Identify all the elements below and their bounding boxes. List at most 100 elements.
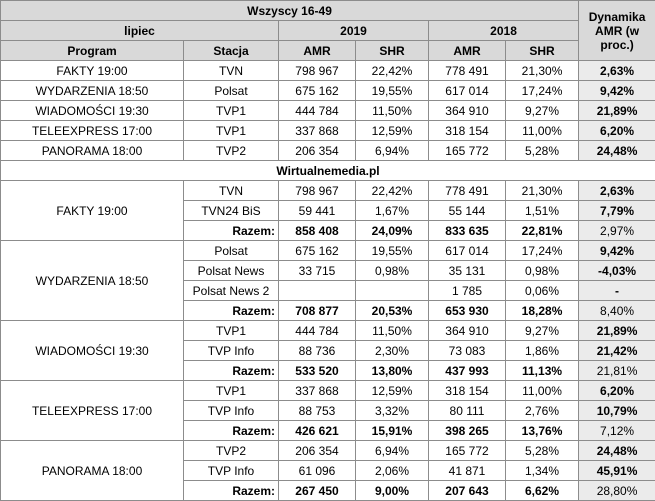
header-dynamika: Dynamika AMR (w proc.): [578, 0, 655, 61]
dynamika-cell: 7,79%: [578, 200, 655, 221]
table-cell: 398 265: [428, 420, 506, 441]
dynamika-cell: 21,89%: [578, 320, 655, 341]
table-cell: 798 967: [278, 60, 356, 81]
table-cell: 19,55%: [355, 80, 429, 101]
table-cell: 653 930: [428, 300, 506, 321]
table-cell: 1,51%: [504, 200, 580, 221]
table-cell: 88 736: [278, 340, 356, 361]
header-period: lipiec: [0, 20, 279, 41]
header-year: 2018: [427, 20, 580, 41]
program-cell: PANORAMA 18:00: [0, 440, 184, 501]
column-header: Stacja: [183, 40, 279, 61]
table-cell: 17,24%: [504, 240, 580, 261]
table-cell: 617 014: [428, 80, 506, 101]
table-cell: 11,50%: [355, 100, 429, 121]
table-cell: [278, 280, 356, 301]
table-cell: 80 111: [428, 400, 506, 421]
table-cell: 778 491: [428, 180, 506, 201]
dynamika-cell: -4,03%: [578, 260, 655, 281]
table-cell: 20,53%: [355, 300, 429, 321]
dynamika-cell: 6,20%: [578, 120, 655, 141]
table-cell: 33 715: [278, 260, 356, 281]
table-cell: 9,27%: [504, 320, 580, 341]
table-cell: 1,34%: [504, 460, 580, 481]
table-cell: 61 096: [278, 460, 356, 481]
dynamika-cell: 21,89%: [578, 100, 655, 121]
group-row: WIADOMOŚCI 19:30 TVP1 444 784 11,50% 364 910…: [0, 320, 655, 381]
dynamika-cell: 2,63%: [578, 60, 655, 81]
station-cell: Razem:: [183, 480, 279, 501]
table-cell: 12,59%: [355, 120, 429, 141]
table-cell: 207 643: [428, 480, 506, 501]
table-cell: 337 868: [278, 120, 356, 141]
table-cell: 206 354: [278, 440, 356, 461]
table-cell: 337 868: [278, 380, 356, 401]
table-cell: 22,81%: [504, 220, 580, 241]
table-cell: 533 520: [278, 360, 356, 381]
table-cell: 364 910: [428, 100, 506, 121]
table-cell: 9,00%: [355, 480, 429, 501]
table-cell: 858 408: [278, 220, 356, 241]
table-cell: 267 450: [278, 480, 356, 501]
table-cell: 17,24%: [504, 80, 580, 101]
header-year: 2019: [278, 20, 429, 41]
dynamika-cell: 45,91%: [578, 460, 655, 481]
table-cell: 11,13%: [504, 360, 580, 381]
summary-row: FAKTY 19:00 TVN 798 967 22,42% 778 491 21,30%…: [0, 60, 655, 81]
column-header: Program: [0, 40, 184, 61]
table-cell: 437 993: [428, 360, 506, 381]
table-cell: 11,00%: [504, 120, 580, 141]
group-row: PANORAMA 18:00 TVP2 206 354 6,94% 165 772 5,2…: [0, 440, 655, 501]
table-cell: 165 772: [428, 440, 506, 461]
summary-row: WYDARZENIA 18:50 Polsat 675 162 19,55% 617 0…: [0, 80, 655, 101]
table-cell: 41 871: [428, 460, 506, 481]
station-cell: TVP1: [183, 380, 279, 401]
table-cell: TVP1: [183, 120, 279, 141]
program-cell: WYDARZENIA 18:50: [0, 240, 184, 321]
table-cell: 13,76%: [504, 420, 580, 441]
group-row: TVP Info 88 736 2,30% 73 083 1,86% 21,42%: [1, 340, 655, 361]
table-cell: 833 635: [428, 220, 506, 241]
dynamika-cell: 7,12%: [578, 420, 655, 441]
station-cell: Razem:: [183, 300, 279, 321]
table-cell: 2,30%: [355, 340, 429, 361]
table-cell: 318 154: [428, 120, 506, 141]
table-cell: 426 621: [278, 420, 356, 441]
table-cell: 22,42%: [355, 180, 429, 201]
table-cell: WYDARZENIA 18:50: [0, 80, 184, 101]
header-row: Program Stacja AMR SHR AMR SHR: [0, 40, 655, 61]
dynamika-cell: 10,79%: [578, 400, 655, 421]
program-cell: FAKTY 19:00: [0, 180, 184, 241]
table-cell: TVP2: [183, 140, 279, 161]
station-cell: TVP Info: [183, 400, 279, 421]
program-cell: TELEEXPRESS 17:00: [0, 380, 184, 441]
summary-row: PANORAMA 18:00 TVP2 206 354 6,94% 165 772 5,2…: [0, 140, 655, 161]
station-cell: Polsat News: [183, 260, 279, 281]
table-cell: 2,76%: [504, 400, 580, 421]
table-cell: Polsat: [183, 80, 279, 101]
dynamika-cell: 6,20%: [578, 380, 655, 401]
total-row: Razem: 426 621 15,91% 398 265 13,76% 7,12%: [1, 420, 655, 441]
table-cell: 13,80%: [355, 360, 429, 381]
station-cell: Razem:: [183, 420, 279, 441]
table-cell: 708 877: [278, 300, 356, 321]
total-row: Razem: 267 450 9,00% 207 643 6,62% 28,80%: [1, 480, 655, 501]
table-cell: 55 144: [428, 200, 506, 221]
header-row: lipiec 2019 2018: [0, 20, 655, 41]
table-cell: 18,28%: [504, 300, 580, 321]
table-cell: 22,42%: [355, 60, 429, 81]
dynamika-cell: 2,97%: [578, 220, 655, 241]
table-cell: FAKTY 19:00: [0, 60, 184, 81]
column-header: AMR: [278, 40, 356, 61]
group-row: Polsat News 2 1 785 0,06% -: [1, 280, 655, 301]
header-title: Wszyscy 16-49: [0, 0, 580, 21]
station-cell: TVN: [183, 180, 279, 201]
table-cell: 0,98%: [355, 260, 429, 281]
table-cell: TVP1: [183, 100, 279, 121]
table-cell: 0,06%: [504, 280, 580, 301]
dynamika-cell: 24,48%: [578, 140, 655, 161]
table-cell: 1,67%: [355, 200, 429, 221]
table-cell: 675 162: [278, 80, 356, 101]
station-cell: TVP1: [183, 320, 279, 341]
